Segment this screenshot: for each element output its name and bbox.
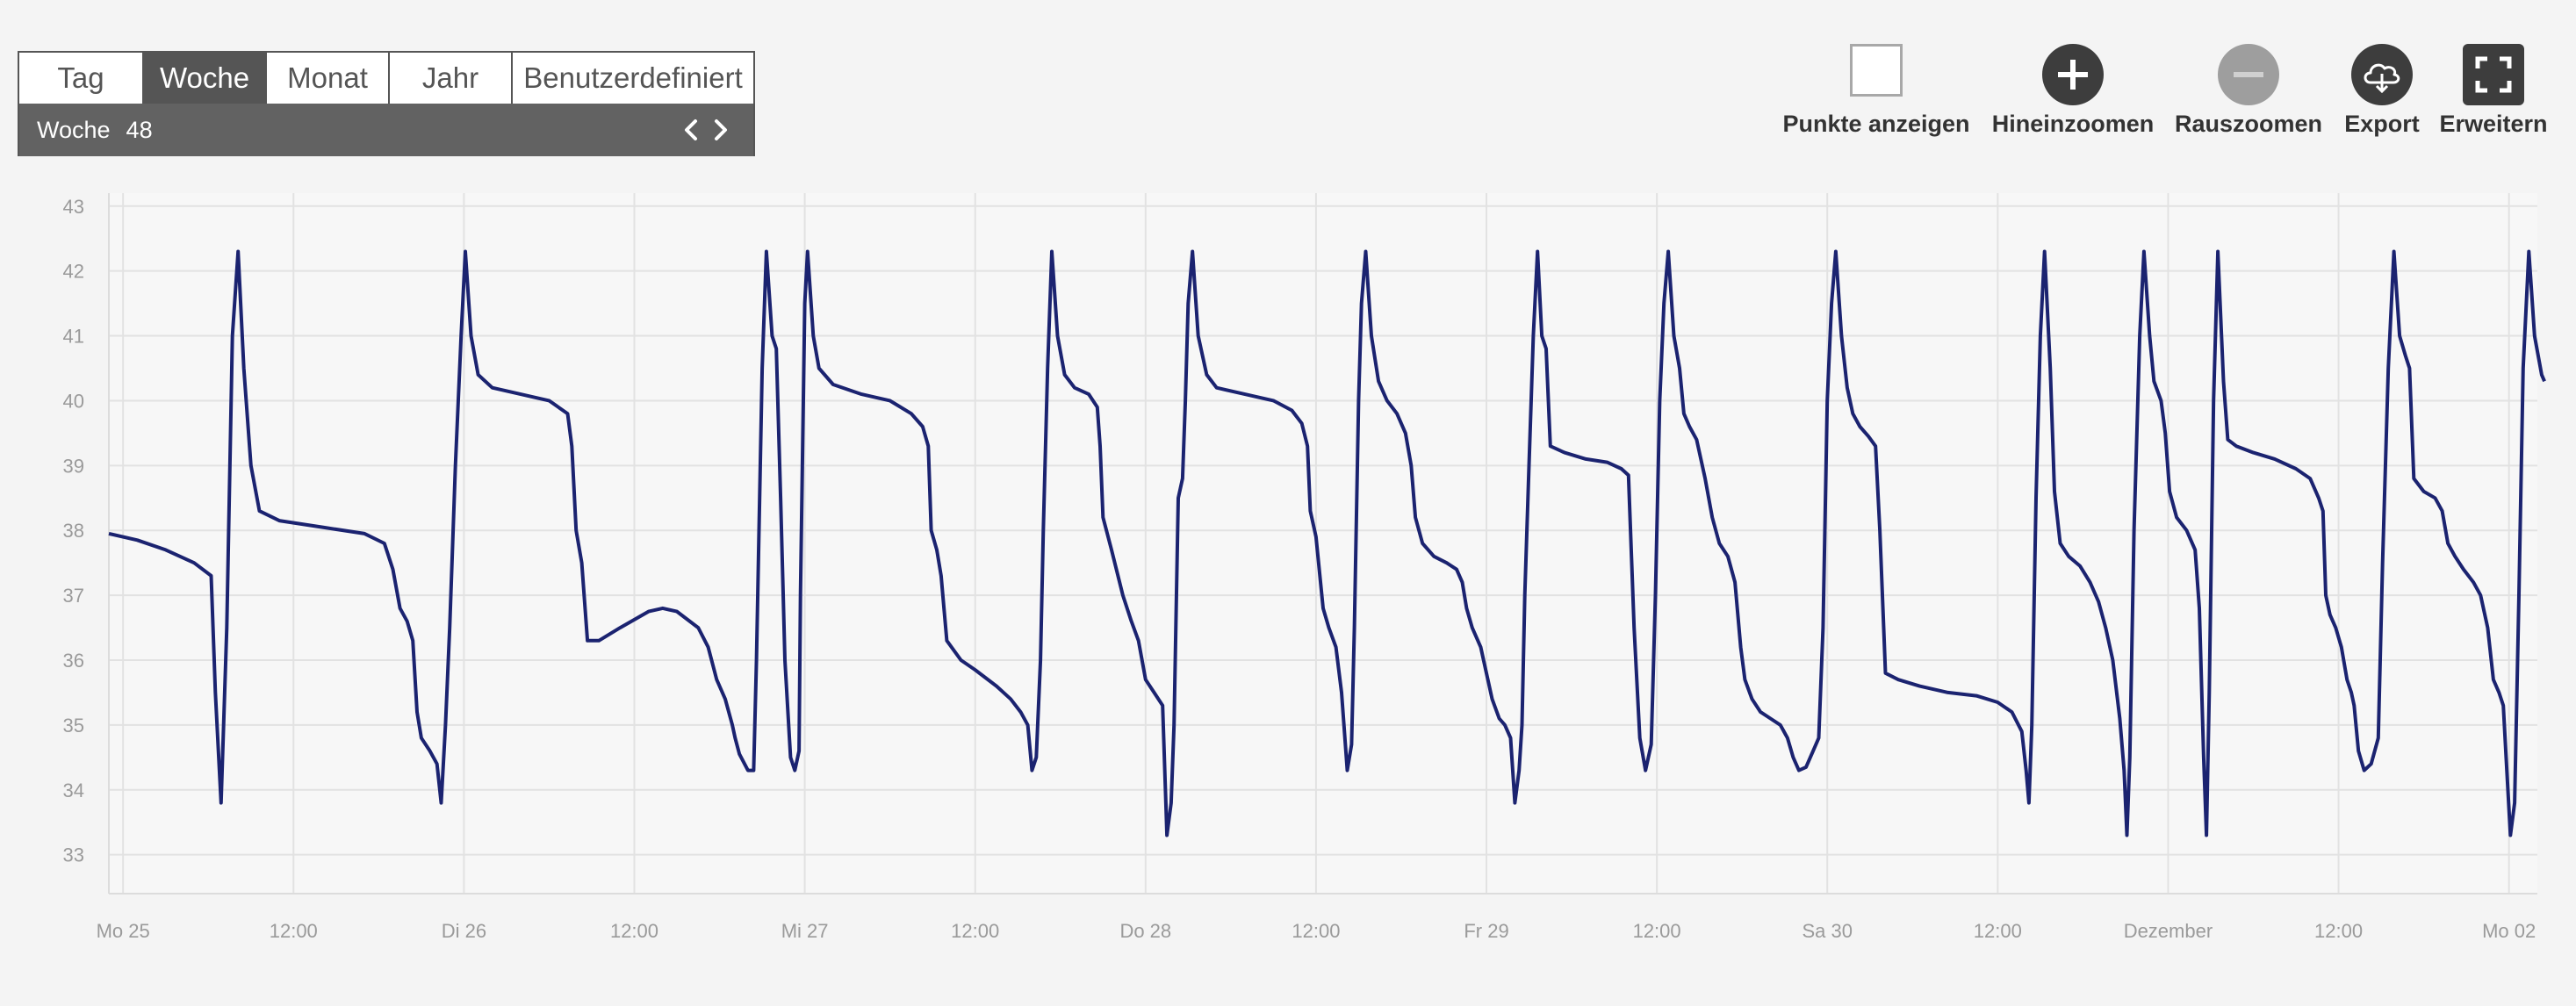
export-label: Export [2344, 111, 2420, 137]
x-tick-label: 12:00 [2314, 920, 2363, 942]
minus-circle-icon[interactable] [2218, 44, 2279, 105]
x-tick-label: Dezember [2124, 920, 2213, 942]
y-tick-label: 33 [63, 844, 84, 866]
x-tick-label: Di 26 [442, 920, 486, 942]
x-tick-label: Mi 27 [781, 920, 829, 942]
tab-year[interactable]: Jahr [390, 53, 513, 104]
zoom-in-label: Hineinzoomen [1991, 111, 2155, 137]
y-tick-label: 35 [63, 715, 84, 737]
period-label: Woche [37, 116, 111, 143]
expand-button[interactable]: Erweitern [2439, 44, 2548, 137]
fullscreen-icon[interactable] [2463, 44, 2524, 105]
zoom-out-button[interactable]: Rauszoomen [2175, 44, 2322, 137]
x-tick-label: Do 28 [1119, 920, 1171, 942]
chevron-right-icon[interactable] [708, 114, 734, 146]
show-points-toggle[interactable]: Punkte anzeigen [1782, 44, 1970, 137]
plus-circle-icon[interactable] [2042, 44, 2104, 105]
y-tick-label: 43 [63, 196, 84, 218]
period-tabs: Tag Woche Monat Jahr Benutzerdefiniert [19, 53, 753, 104]
show-points-label: Punkte anzeigen [1782, 111, 1970, 137]
tab-month[interactable]: Monat [267, 53, 390, 104]
y-tick-label: 42 [63, 261, 84, 283]
x-tick-label: Mo 02 [2482, 920, 2536, 942]
y-tick-label: 37 [63, 585, 84, 607]
y-tick-label: 38 [63, 520, 84, 542]
x-tick-label: 12:00 [951, 920, 999, 942]
series-line [108, 249, 2546, 837]
checkbox-icon[interactable] [1850, 44, 1903, 97]
y-tick-label: 41 [63, 326, 84, 348]
tab-week[interactable]: Woche [144, 53, 267, 104]
x-tick-label: Fr 29 [1464, 920, 1508, 942]
period-selector: Tag Woche Monat Jahr Benutzerdefiniert W… [18, 51, 755, 156]
x-tick-label: 12:00 [1292, 920, 1340, 942]
x-tick-label: 12:00 [1974, 920, 2022, 942]
period-value: 48 [126, 116, 153, 143]
expand-label: Erweitern [2439, 111, 2548, 137]
y-tick-label: 39 [63, 455, 84, 477]
line-chart: 33 34 35 36 37 38 39 40 41 42 43 Mo 25 12:00 Di 26 12:… [63, 193, 2546, 942]
zoom-in-button[interactable]: Hineinzoomen [1992, 44, 2154, 137]
x-tick-label: Sa 30 [1802, 920, 1853, 942]
x-tick-label: 12:00 [610, 920, 658, 942]
export-button[interactable]: Export [2344, 44, 2420, 137]
x-tick-label: Mo 25 [97, 920, 150, 942]
period-bar: Woche 48 [19, 104, 753, 156]
chevron-left-icon[interactable] [678, 114, 704, 146]
y-tick-label: 34 [63, 780, 84, 801]
x-tick-label: 12:00 [270, 920, 318, 942]
y-tick-label: 40 [63, 390, 84, 412]
zoom-out-label: Rauszoomen [2174, 111, 2323, 137]
y-tick-label: 36 [63, 650, 84, 672]
x-tick-label: 12:00 [1633, 920, 1681, 942]
plot-area [109, 193, 2537, 894]
tab-day[interactable]: Tag [19, 53, 144, 104]
tab-custom[interactable]: Benutzerdefiniert [513, 53, 753, 104]
cloud-download-icon[interactable] [2351, 44, 2413, 105]
